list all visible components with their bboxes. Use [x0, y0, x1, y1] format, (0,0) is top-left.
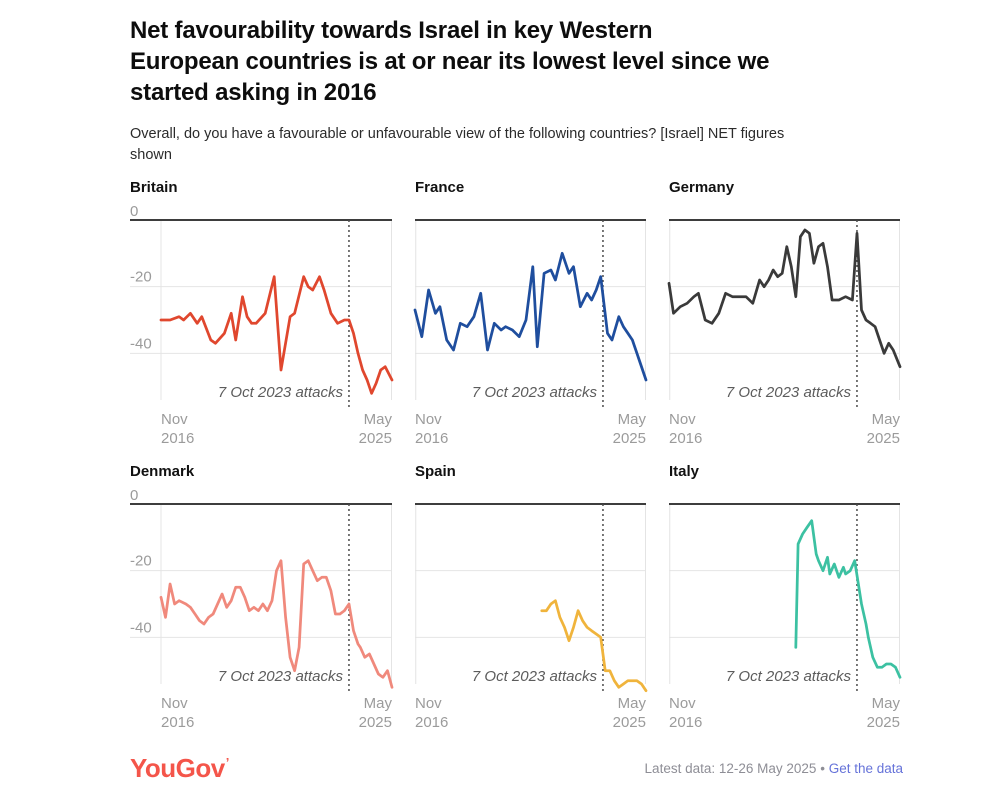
y-tick-label--20: -20: [130, 553, 152, 570]
line-chart-britain: 0 -20 -40 7 Oct 2023 attacks: [130, 203, 394, 410]
page-subtitle-line-2: shown: [130, 147, 172, 163]
chart-svg-france: 7 Oct 2023 attacks: [413, 219, 648, 408]
yougov-logo: YouGov’: [130, 753, 230, 783]
panel-britain: Britain 0 -20 -40 7 Oct 2023 attacks Nov 201…: [130, 179, 394, 448]
x-axis-labels: Nov 2016 May 2025: [669, 694, 900, 732]
panel-italy: Italy 7 Oct 2023 attacks Nov 2016 May 2025: [669, 463, 902, 732]
y-tick-label-0: 0: [130, 487, 138, 504]
x-axis-end-label: May 2025: [358, 695, 392, 731]
panel-title-britain: Britain: [130, 179, 178, 196]
page-subtitle-line-1: Overall, do you have a favourable or unf…: [130, 126, 785, 142]
x-axis-start-label: Nov 2016: [669, 695, 703, 731]
x-axis-start-label: Nov 2016: [669, 411, 703, 447]
line-chart-spain: 7 Oct 2023 attacks: [415, 488, 648, 694]
page-title-line-2: European countries is at or near its low…: [130, 48, 770, 75]
y-tick-label--40: -40: [130, 619, 152, 636]
panel-title-italy: Italy: [669, 463, 700, 480]
chart-svg-italy: 7 Oct 2023 attacks: [669, 503, 902, 692]
x-axis-end-label: May 2025: [866, 695, 900, 731]
data-line-france: [413, 251, 648, 382]
data-line-spain: [540, 599, 648, 693]
panel-france: France 7 Oct 2023 attacks Nov 2016 May 202…: [413, 179, 648, 448]
x-axis-start-label: Nov 2016: [415, 411, 449, 447]
x-axis-labels: Nov 2016 May 2025: [130, 694, 392, 732]
panel-germany: Germany 7 Oct 2023 attacks Nov 2016 May 20…: [667, 179, 902, 448]
x-axis-end-label: May 2025: [612, 411, 646, 447]
yougov-logo-mark: ’: [225, 755, 230, 770]
x-axis-start-label: Nov 2016: [415, 695, 449, 731]
footer: YouGov’ Latest data: 12-26 May 2025 • Ge…: [130, 753, 903, 784]
event-label: 7 Oct 2023 attacks: [218, 668, 344, 685]
x-axis-end-label: May 2025: [612, 695, 646, 731]
y-tick-label--20: -20: [130, 269, 152, 286]
panel-spain: Spain 7 Oct 2023 attacks Nov 2016 May 2025: [415, 463, 648, 732]
line-chart-france: 7 Oct 2023 attacks: [413, 204, 648, 410]
line-chart-germany: 7 Oct 2023 attacks: [667, 204, 902, 410]
small-multiples-grid: Britain 0 -20 -40 7 Oct 2023 attacks Nov 201…: [130, 179, 910, 732]
page-subtitle: Overall, do you have a favourable or unf…: [130, 124, 910, 166]
chart-row-bottom: Denmark 0 -20 -40 7 Oct 2023 attacks Nov 201…: [130, 463, 910, 732]
footer-meta: Latest data: 12-26 May 2025 • Get the da…: [645, 761, 903, 776]
footer-bullet: •: [820, 761, 825, 776]
chart-svg-denmark: 0 -20 -40 7 Oct 2023 attacks: [130, 487, 394, 692]
chart-svg-spain: 7 Oct 2023 attacks: [415, 503, 648, 693]
panel-title-france: France: [415, 179, 465, 196]
chart-row-top: Britain 0 -20 -40 7 Oct 2023 attacks Nov 201…: [130, 179, 910, 448]
event-label: 7 Oct 2023 attacks: [472, 668, 598, 685]
data-line-germany: [667, 228, 902, 369]
event-label: 7 Oct 2023 attacks: [726, 668, 852, 685]
data-line-italy: [794, 519, 902, 679]
x-axis-labels: Nov 2016 May 2025: [130, 410, 392, 448]
x-axis-labels: Nov 2016 May 2025: [669, 410, 900, 448]
event-label: 7 Oct 2023 attacks: [472, 384, 598, 401]
y-tick-label--40: -40: [130, 335, 152, 352]
page-title-line-3: started asking in 2016: [130, 79, 377, 106]
panel-title-spain: Spain: [415, 463, 456, 480]
x-axis-start-label: Nov 2016: [161, 695, 195, 731]
get-the-data-link[interactable]: Get the data: [828, 761, 903, 776]
panel-denmark: Denmark 0 -20 -40 7 Oct 2023 attacks Nov 201…: [130, 463, 394, 732]
x-axis-end-label: May 2025: [358, 411, 392, 447]
data-line-denmark: [159, 559, 394, 689]
panel-title-denmark: Denmark: [130, 463, 195, 480]
data-line-britain: [159, 275, 394, 395]
line-chart-denmark: 0 -20 -40 7 Oct 2023 attacks: [130, 487, 394, 694]
x-axis-labels: Nov 2016 May 2025: [415, 410, 646, 448]
x-axis-start-label: Nov 2016: [161, 411, 195, 447]
x-axis-labels: Nov 2016 May 2025: [415, 694, 646, 732]
page-title: Net favourability towards Israel in key …: [130, 15, 910, 108]
event-label: 7 Oct 2023 attacks: [726, 384, 852, 401]
page-title-line-1: Net favourability towards Israel in key …: [130, 17, 653, 44]
line-chart-italy: 7 Oct 2023 attacks: [669, 488, 902, 694]
x-axis-end-label: May 2025: [866, 411, 900, 447]
latest-data-text: Latest data: 12-26 May 2025: [644, 761, 817, 776]
chart-svg-britain: 0 -20 -40 7 Oct 2023 attacks: [130, 203, 394, 408]
panel-title-germany: Germany: [669, 179, 735, 196]
page: Net favourability towards Israel in key …: [130, 0, 910, 784]
chart-svg-germany: 7 Oct 2023 attacks: [667, 219, 902, 408]
event-label: 7 Oct 2023 attacks: [218, 384, 344, 401]
y-tick-label-0: 0: [130, 203, 138, 220]
